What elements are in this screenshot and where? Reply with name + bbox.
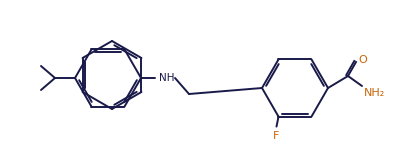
Text: F: F	[273, 131, 279, 141]
Text: NH₂: NH₂	[363, 88, 384, 98]
Text: NH: NH	[159, 73, 174, 83]
Text: O: O	[357, 55, 366, 65]
